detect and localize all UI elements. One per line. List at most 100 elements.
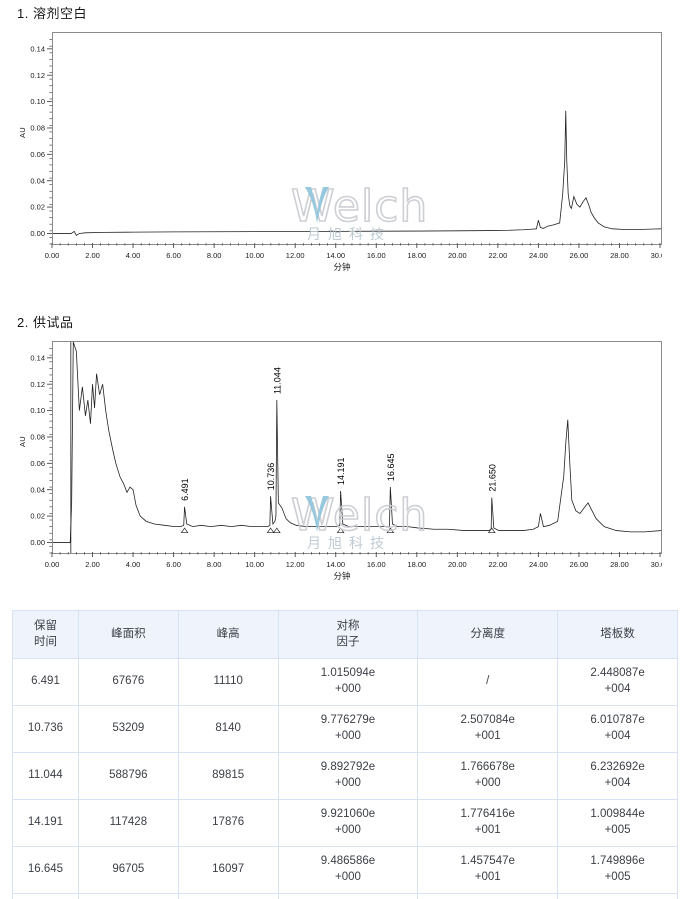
y-axis-2: 0.00 0.02 0.04 0.06 0.08 0.10 0.12 0.14 [30, 348, 52, 554]
cell-peak-height: 11110 [177, 658, 279, 706]
x-axis-tick-label: 12.00 [286, 251, 305, 260]
cell-peak-area: 53209 [77, 705, 179, 753]
x-axis-2: 0.00 2.00 4.00 6.00 8.00 10.00 12.00 14.00 16.00… [45, 552, 662, 569]
table-header-row: 保留 时间 峰面积 峰高 对称 因子 分离度 塔板数 [12, 610, 678, 659]
x-axis-tick-label: 22.00 [488, 251, 507, 260]
x-axis-tick-label: 24.00 [529, 251, 548, 260]
x-axis-tick-label: 12.00 [286, 560, 305, 569]
cell-peak-area: 67676 [77, 658, 179, 706]
x-axis-tick-label: 28.00 [610, 560, 629, 569]
th-retention-time: 保留 时间 [12, 610, 79, 659]
table-body: 6.491 67676 11110 1.015094e +000/2.448087e … [12, 658, 678, 899]
y-axis-tick-label: 0.02 [30, 512, 45, 521]
cell-resolution: 1.766678e +000 [417, 752, 559, 800]
x-axis-tick-label: 26.00 [570, 251, 589, 260]
table-row: 16.645 96705 16097 9.486586e +000 1.457547e … [12, 846, 678, 894]
cell-peak-height: 89815 [177, 752, 279, 800]
peak-baseline-marker [336, 527, 345, 534]
cell-peak-height: 12871 [177, 893, 279, 899]
cell-plate-count: 6.010787e +004 [557, 705, 678, 753]
cell-symmetry-factor: 9.486586e +000 [277, 846, 419, 894]
cell-symmetry-factor: 9.921060e +000 [277, 799, 419, 847]
th-symmetry-factor: 对称 因子 [277, 610, 419, 659]
y-axis-tick-label: 0.00 [30, 538, 45, 547]
x-axis-tick-label: 30.00 [651, 251, 662, 260]
peak-baseline-marker [487, 527, 496, 534]
cell-peak-area: 96705 [77, 846, 179, 894]
cell-retention-time: 16.645 [12, 846, 79, 894]
cell-resolution: 1.776416e +001 [417, 799, 559, 847]
cell-plate-count: 2.448087e +004 [557, 658, 678, 706]
y-axis-tick-label: 0.06 [30, 459, 45, 468]
x-axis-tick-label: 8.00 [207, 251, 222, 260]
cell-resolution: 2.507084e +001 [417, 705, 559, 753]
y-axis-tick-label: 0.04 [30, 176, 45, 185]
y-axis-1: 0.00 0.02 0.04 0.06 0.08 0.10 0.12 0.14 [30, 39, 52, 245]
cell-peak-area: 588796 [77, 752, 179, 800]
cell-plate-count: 6.232692e +004 [557, 752, 678, 800]
peak-results-table: 保留 时间 峰面积 峰高 对称 因子 分离度 塔板数 6.491 67676 111… [12, 610, 678, 899]
cell-peak-area: 117428 [77, 799, 179, 847]
cell-retention-time: 21.650 [12, 893, 79, 899]
table-header: 保留 时间 峰面积 峰高 对称 因子 分离度 塔板数 [12, 610, 678, 659]
y-axis-tick-label: 0.04 [30, 485, 45, 494]
cell-plate-count: 1.009844e +005 [557, 799, 678, 847]
plot-area-1: Welch 月旭科技 [52, 32, 662, 245]
peak-label: 6.491 [180, 478, 190, 501]
trace-svg-1 [53, 110, 661, 237]
th-plate-count: 塔板数 [557, 610, 678, 659]
x-axis-tick-label: 2.00 [85, 560, 100, 569]
cell-retention-time: 10.736 [12, 705, 79, 753]
cell-symmetry-factor: 1.0123640e +000 [277, 893, 419, 899]
peak-baseline-marker [386, 527, 395, 534]
y-axis-tick-label: 0.10 [30, 406, 45, 415]
cell-plate-count: 3.612173e +005 [557, 893, 678, 899]
table-row: 10.736 53209 8140 9.776279e +000 2.507084e +… [12, 705, 678, 753]
y-axis-tick-label: 0.02 [30, 203, 45, 212]
x-axis-tick-label: 22.00 [488, 560, 507, 569]
table-row: 21.65067328128711.0123640e +0003.365553e… [12, 893, 678, 899]
chromatogram-trace [53, 110, 661, 237]
peak-baseline-marker [180, 527, 189, 534]
cell-plate-count: 1.749896e +005 [557, 846, 678, 894]
x-axis-tick-label: 16.00 [367, 251, 386, 260]
cell-resolution: / [417, 658, 559, 706]
y-axis-tick-label: 0.06 [30, 150, 45, 159]
cell-peak-height: 8140 [177, 705, 279, 753]
cell-resolution: 1.457547e +001 [417, 846, 559, 894]
x-axis-tick-label: 4.00 [126, 560, 141, 569]
x-axis-tick-label: 10.00 [245, 560, 264, 569]
x-axis-tick-label: 20.00 [448, 251, 467, 260]
x-axis-tick-label: 18.00 [407, 560, 426, 569]
y-axis-tick-label: 0.08 [30, 124, 45, 133]
y-axis-tick-label: 0.14 [30, 44, 45, 53]
x-axis-label-2: 分钟 [333, 571, 351, 581]
x-axis-1: 0.00 2.00 4.00 6.00 8.00 10.00 12.00 14.00 16.00… [45, 243, 662, 260]
table-row: 6.491 67676 11110 1.015094e +000/2.448087e … [12, 658, 678, 706]
cell-peak-height: 17876 [177, 799, 279, 847]
th-peak-height: 峰高 [177, 610, 279, 659]
section-title-1: 1. 溶剂空白 [17, 6, 87, 21]
x-axis-label-1: 分钟 [333, 262, 351, 272]
x-axis-tick-label: 0.00 [45, 251, 60, 260]
y-axis-tick-label: 0.12 [30, 71, 45, 80]
section-title-2: 2. 供试品 [17, 315, 74, 330]
cell-retention-time: 14.191 [12, 799, 79, 847]
x-axis-tick-label: 24.00 [529, 560, 548, 569]
x-axis-tick-label: 6.00 [166, 560, 181, 569]
y-axis-tick-label: 0.08 [30, 433, 45, 442]
th-resolution: 分离度 [417, 610, 559, 659]
peak-label: 21.650 [487, 464, 497, 492]
x-axis-tick-label: 2.00 [85, 251, 100, 260]
x-axis-tick-label: 10.00 [245, 251, 264, 260]
x-axis-tick-label: 8.00 [207, 560, 222, 569]
chromatogram-2: AU 6.491 10.736 11.044 14.191 16.645 21.650 W… [18, 341, 662, 581]
x-axis-tick-label: 26.00 [570, 560, 589, 569]
peak-baseline-marker [272, 527, 281, 534]
chromatogram-1: AU Welch 月旭科技 0.00 2.00 4.00 6.00 8.00 10.00 1… [18, 32, 662, 272]
chromatogram-trace [53, 342, 661, 543]
peak-baseline-marker [266, 527, 275, 534]
th-peak-area: 峰面积 [77, 610, 179, 659]
table-row: 11.044 588796 89815 9.892792e +000 1.766678e… [12, 752, 678, 800]
